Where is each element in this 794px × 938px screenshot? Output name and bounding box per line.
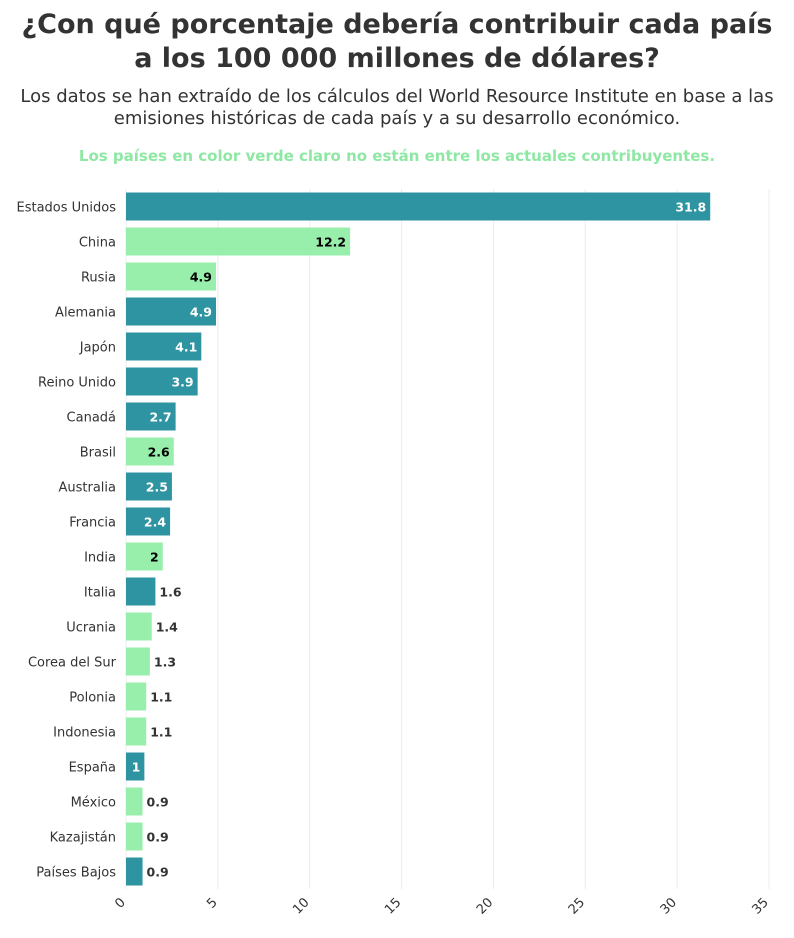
data-label: 1.6: [159, 585, 181, 600]
bar: [126, 367, 198, 396]
category-label: Alemania: [55, 306, 116, 321]
bar: [126, 542, 163, 571]
bar: [126, 787, 143, 816]
bar: [126, 297, 217, 326]
bar: [126, 682, 147, 711]
x-tick-label: 5: [204, 895, 220, 911]
data-label: 0.9: [147, 865, 169, 880]
bar: [126, 822, 143, 851]
chart-title: ¿Con qué porcentaje debería contribuir c…: [21, 9, 773, 74]
x-tick-label: 10: [290, 895, 312, 917]
category-label: Japón: [79, 341, 116, 356]
data-label: 4.1: [175, 340, 197, 355]
chart-note: Los países en color verde claro no están…: [78, 147, 716, 165]
bar: [126, 857, 143, 886]
bar: [126, 472, 172, 501]
data-label: 2.5: [146, 480, 168, 495]
data-label: 0.9: [147, 830, 169, 845]
bar: [126, 507, 171, 536]
bar: [126, 612, 152, 641]
data-label: 1.4: [156, 620, 178, 635]
category-label: Estados Unidos: [16, 201, 116, 216]
x-tick-label: 15: [382, 895, 404, 917]
category-label: Brasil: [80, 446, 116, 461]
data-label: 0.9: [147, 795, 169, 810]
bar: [126, 717, 147, 746]
data-label: 2.6: [148, 445, 170, 460]
data-label: 3.9: [171, 375, 193, 390]
chart-subtitle: Los datos se han extraído de los cálculo…: [20, 86, 774, 129]
x-tick-label: 0: [112, 895, 128, 911]
bar: [126, 437, 174, 466]
category-label: Polonia: [69, 691, 116, 706]
x-tick-label: 30: [658, 895, 680, 917]
data-label: 1.1: [150, 725, 172, 740]
bar: [126, 577, 156, 606]
data-label: 1: [132, 760, 141, 775]
data-label: 2.7: [149, 410, 171, 425]
bar: [126, 192, 711, 221]
category-label: Rusia: [81, 271, 116, 286]
data-label: 4.9: [190, 270, 212, 285]
bar: [126, 227, 351, 256]
category-label: Australia: [58, 481, 116, 496]
bar: [126, 332, 202, 361]
data-label: 2: [150, 550, 159, 565]
bar: [126, 752, 145, 781]
category-label: Reino Unido: [38, 376, 116, 391]
x-tick-label: 25: [566, 895, 588, 917]
category-label: Indonesia: [53, 726, 116, 741]
x-tick-label: 35: [750, 895, 772, 917]
category-label: Italia: [84, 586, 116, 601]
category-label: México: [71, 796, 116, 811]
bar: [126, 402, 176, 431]
data-label: 1.3: [154, 655, 176, 670]
category-label: Francia: [69, 516, 116, 531]
category-label: España: [69, 761, 116, 776]
data-label: 1.1: [150, 690, 172, 705]
category-label: Ucrania: [66, 621, 116, 636]
category-label: India: [84, 551, 116, 566]
data-label: 12.2: [315, 235, 346, 250]
data-label: 2.4: [144, 515, 166, 530]
data-label: 31.8: [675, 200, 706, 215]
category-label: China: [79, 236, 116, 251]
x-tick-label: 20: [474, 895, 496, 917]
category-label: Corea del Sur: [28, 656, 117, 671]
bar: [126, 262, 217, 291]
category-label: Kazajistán: [50, 831, 116, 846]
bar: [126, 647, 150, 676]
category-label: Países Bajos: [36, 866, 116, 881]
data-label: 4.9: [190, 305, 212, 320]
category-label: Canadá: [67, 411, 116, 426]
